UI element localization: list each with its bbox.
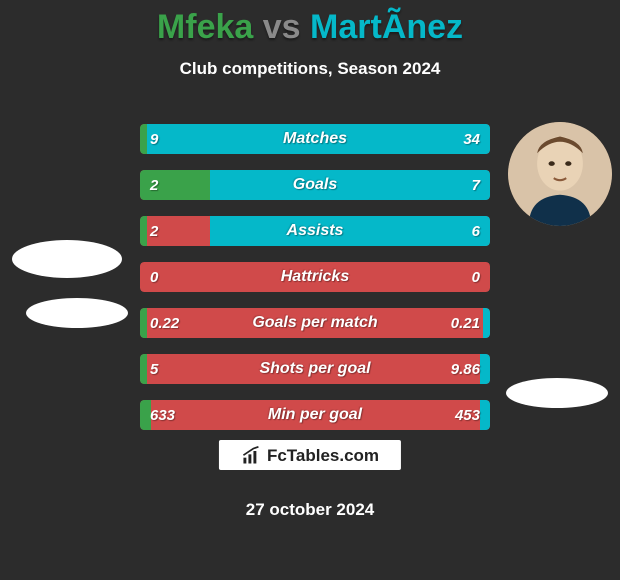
- player-right-flag-placeholder: [506, 378, 608, 408]
- stat-row: 59.86Shots per goal: [140, 354, 490, 384]
- player-right-avatar: [508, 122, 612, 226]
- stat-row: 26Assists: [140, 216, 490, 246]
- stat-row: 934Matches: [140, 124, 490, 154]
- footer-date: 27 october 2024: [0, 500, 620, 520]
- title-right-player: MartÃnez: [310, 8, 463, 46]
- stat-label: Goals per match: [140, 308, 490, 338]
- brand-badge[interactable]: FcTables.com: [219, 440, 401, 470]
- stat-label: Goals: [140, 170, 490, 200]
- title-vs: vs: [263, 8, 301, 46]
- subtitle: Club competitions, Season 2024: [0, 59, 620, 79]
- brand-text: FcTables.com: [267, 446, 379, 466]
- stats-bars: 934Matches 27Goals 26Assists 00Hattricks 0.2…: [140, 124, 490, 446]
- comparison-title: Mfeka vs MartÃnez: [0, 0, 620, 47]
- player-left-avatar-placeholder: [12, 240, 122, 278]
- stat-label: Shots per goal: [140, 354, 490, 384]
- stat-row: 00Hattricks: [140, 262, 490, 292]
- stat-row: 27Goals: [140, 170, 490, 200]
- avatar-face-icon: [508, 122, 612, 226]
- title-left-player: Mfeka: [157, 8, 253, 46]
- stat-label: Min per goal: [140, 400, 490, 430]
- chart-icon: [241, 446, 261, 466]
- player-left-flag-placeholder: [26, 298, 128, 328]
- stat-label: Assists: [140, 216, 490, 246]
- stat-label: Hattricks: [140, 262, 490, 292]
- player-right-avatar-area: [508, 122, 612, 226]
- stat-label: Matches: [140, 124, 490, 154]
- stat-row: 0.220.21Goals per match: [140, 308, 490, 338]
- stat-row: 633453Min per goal: [140, 400, 490, 430]
